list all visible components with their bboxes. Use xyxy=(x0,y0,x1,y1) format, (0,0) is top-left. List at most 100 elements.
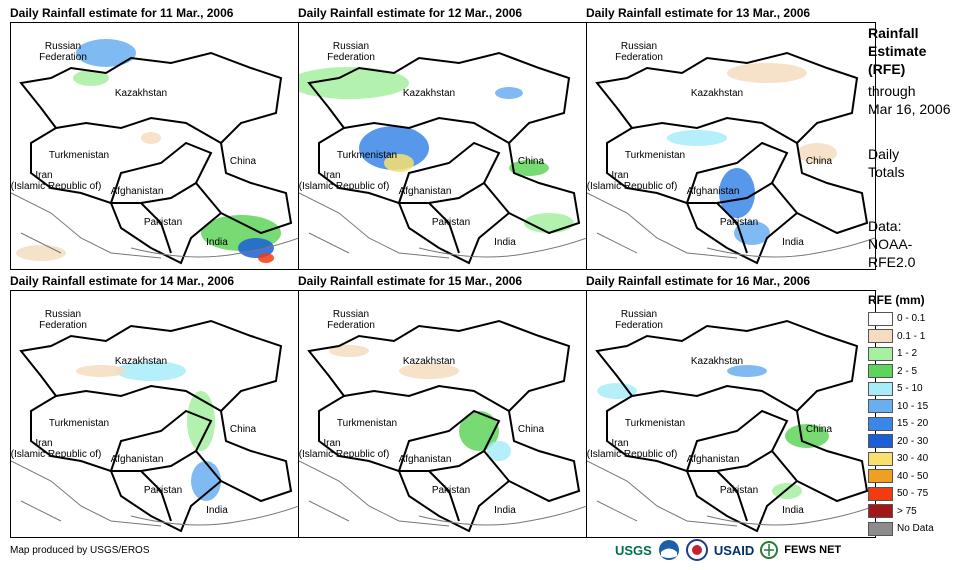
map-label-china: China xyxy=(517,424,545,435)
afghanistan-border xyxy=(685,409,789,472)
rfe-title-line: (RFE) xyxy=(868,61,906,77)
coastline xyxy=(706,505,875,526)
fews-globe-icon xyxy=(760,541,779,559)
map-label-iran: (Islamic Republic of) xyxy=(298,449,390,460)
afghanistan-border xyxy=(109,141,213,204)
map-label-turkmenistan: Turkmenistan xyxy=(336,418,398,429)
data-source-line: NOAA- xyxy=(868,236,913,252)
map-label-russia: Federation xyxy=(39,320,87,331)
rainfall-area xyxy=(524,213,574,233)
coastline xyxy=(418,505,587,526)
legend-swatch xyxy=(868,364,893,379)
rainfall-area xyxy=(487,441,511,461)
legend-swatch xyxy=(868,521,893,536)
panel-title: Daily Rainfall estimate for 11 Mar., 200… xyxy=(10,6,234,20)
legend-item: 1 - 2 xyxy=(868,345,963,363)
map-label-kazakhstan: Kazakhstan xyxy=(690,88,744,99)
usgs-logo: USGS xyxy=(615,542,652,558)
legend-label: 40 - 50 xyxy=(897,470,929,482)
legend-swatch xyxy=(868,504,893,519)
region-outline xyxy=(595,51,869,265)
legend-swatch xyxy=(868,434,893,449)
coastline xyxy=(299,192,450,259)
legend-label: 30 - 40 xyxy=(897,453,929,465)
legend-item: No Data xyxy=(868,520,963,538)
legend-swatch xyxy=(868,486,893,501)
legend-item: 20 - 30 xyxy=(868,433,963,451)
rfe-title-line: Rainfall xyxy=(868,25,919,41)
rainfall-area xyxy=(329,345,369,357)
map-label-india: India xyxy=(494,237,516,248)
legend-swatch xyxy=(868,399,893,414)
map-label-pakistan: Pakistan xyxy=(719,217,759,228)
map-panel-16-mar: Daily Rainfall estimate for 16 Mar., 200… xyxy=(586,274,876,538)
coastline xyxy=(299,460,450,527)
kazakhstan-border xyxy=(55,384,222,412)
map-label-afghanistan: Afghanistan xyxy=(398,454,452,465)
rainfall-area xyxy=(772,483,802,499)
map-label-kazakhstan: Kazakhstan xyxy=(690,356,744,367)
region-outline xyxy=(19,319,293,533)
rainfall-area xyxy=(116,361,186,381)
legend-label: 50 - 75 xyxy=(897,488,929,500)
kazakhstan-border xyxy=(631,384,798,412)
afghanistan-border xyxy=(109,409,213,472)
noaa-logo-icon xyxy=(658,540,679,560)
legend-item: 0.1 - 1 xyxy=(868,328,963,346)
rainfall-area xyxy=(141,132,161,144)
totals-line: Daily xyxy=(868,146,900,162)
panel-title: Daily Rainfall estimate for 13 Mar., 200… xyxy=(586,6,811,20)
panel-title: Daily Rainfall estimate for 15 Mar., 200… xyxy=(298,274,523,288)
rainfall-map: Russian Federation Kazakhstan Turkmenistan C… xyxy=(586,290,876,538)
legend-item: 40 - 50 xyxy=(868,468,963,486)
kazakhstan-border xyxy=(343,384,510,412)
rfe-title-line: Estimate xyxy=(868,43,927,59)
rainfall-area xyxy=(727,365,767,377)
legend-item: 0 - 0.1 xyxy=(868,310,963,328)
legend: RFE (mm) 0 - 0.1 0.1 - 1 1 - 2 2 - 5 5 - 10 1… xyxy=(868,293,963,538)
map-label-kazakhstan: Kazakhstan xyxy=(114,88,168,99)
map-label-russia: Federation xyxy=(615,52,663,63)
map-label-iran: (Islamic Republic of) xyxy=(10,181,102,192)
legend-swatch xyxy=(868,346,893,361)
pakistan-border xyxy=(140,450,222,522)
map-label-turkmenistan: Turkmenistan xyxy=(624,418,686,429)
map-label-pakistan: Pakistan xyxy=(719,485,759,496)
map-label-russia: Russian xyxy=(620,41,658,52)
legend-swatch xyxy=(868,329,893,344)
usaid-logo: USAID xyxy=(713,542,755,558)
map-label-turkmenistan: Turkmenistan xyxy=(624,150,686,161)
map-label-iran: (Islamic Republic of) xyxy=(298,181,390,192)
kazakhstan-border xyxy=(55,116,222,144)
rainfall-map: Russian Federation Kazakhstan Turkmenistan C… xyxy=(586,22,876,270)
coastline xyxy=(11,460,162,527)
map-label-china: China xyxy=(229,424,257,435)
map-label-pakistan: Pakistan xyxy=(431,217,471,228)
legend-swatch xyxy=(868,311,893,326)
map-svg xyxy=(299,319,587,533)
totals-line: Totals xyxy=(868,164,905,180)
rainfall-area xyxy=(258,253,274,263)
rainfall-area xyxy=(667,130,727,146)
legend-item: 15 - 20 xyxy=(868,415,963,433)
legend-item: 5 - 10 xyxy=(868,380,963,398)
map-label-iran: Iran xyxy=(323,438,341,449)
map-label-russia: Federation xyxy=(327,320,375,331)
panel-title: Daily Rainfall estimate for 16 Mar., 200… xyxy=(586,274,811,288)
map-label-pakistan: Pakistan xyxy=(143,217,183,228)
coastline xyxy=(11,192,162,259)
rainfall-area xyxy=(76,39,136,67)
map-label-turkmenistan: Turkmenistan xyxy=(48,418,110,429)
rainfall-area xyxy=(797,143,837,163)
map-label-turkmenistan: Turkmenistan xyxy=(48,150,110,161)
rainfall-area xyxy=(384,154,414,172)
legend-item: 10 - 15 xyxy=(868,398,963,416)
nws-logo-icon xyxy=(685,539,708,561)
daily-totals: Daily Totals xyxy=(868,145,905,181)
rainfall-area xyxy=(597,383,637,399)
data-source: Data: NOAA- RFE2.0 xyxy=(868,217,915,271)
legend-item: 50 - 75 xyxy=(868,485,963,503)
legend-item: 2 - 5 xyxy=(868,363,963,381)
rainfall-map: Russian Federation Kazakhstan Turkmenistan C… xyxy=(10,22,300,270)
map-label-iran: (Islamic Republic of) xyxy=(586,181,678,192)
